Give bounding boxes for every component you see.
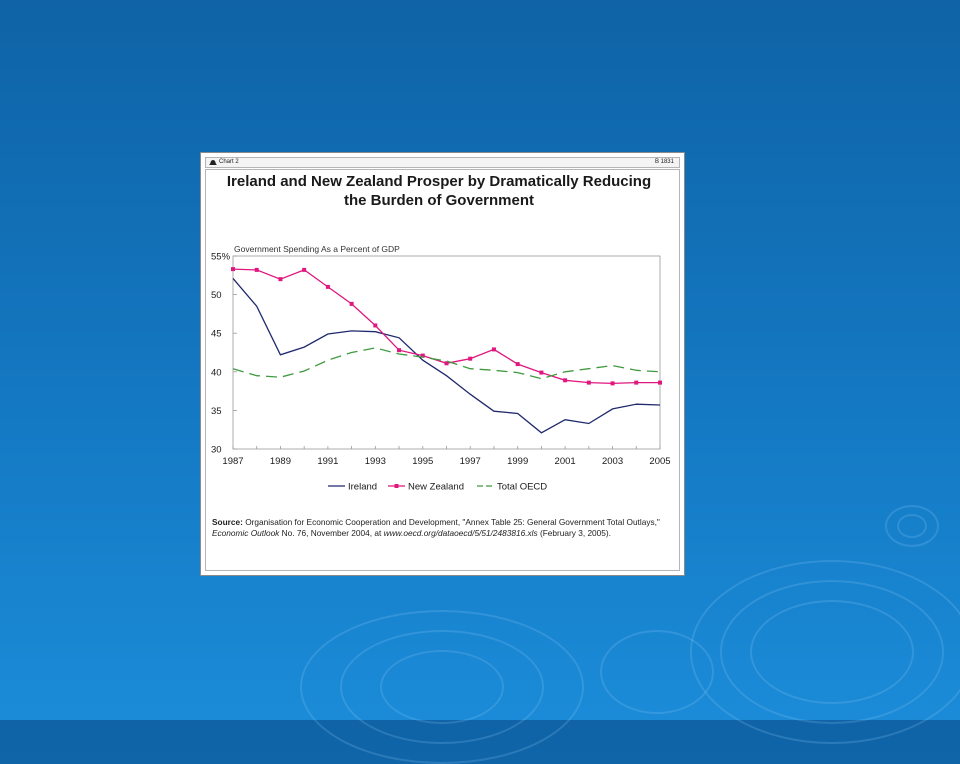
x-tick-label: 1995 [412, 456, 433, 467]
source-note: Source: Organisation for Economic Cooper… [212, 517, 674, 539]
legend-label: Total OECD [497, 482, 547, 493]
source-publication: Economic Outlook [212, 528, 280, 538]
y-tick-label: 55% [211, 252, 231, 263]
x-tick-label: 2001 [555, 456, 576, 467]
data-point [349, 301, 354, 306]
data-point [634, 380, 639, 385]
data-point [397, 348, 402, 353]
chart-tab-label: Chart 2 [219, 159, 239, 165]
x-tick-label: 1987 [222, 456, 243, 467]
source-text-3: (February 3, 2005). [539, 528, 611, 538]
series-line-new-zealand [232, 268, 660, 385]
data-point [539, 370, 544, 375]
y-tick-label: 35 [211, 406, 222, 417]
chart-title-bar: Chart 2 B 1831 [205, 157, 680, 168]
ripple-decoration [750, 600, 914, 704]
ripple-decoration [380, 650, 504, 724]
x-tick-label: 2005 [649, 456, 670, 467]
y-axis-label: Government Spending As a Percent of GDP [234, 244, 400, 254]
chart-title: Ireland and New Zealand Prosper by Drama… [219, 172, 659, 210]
x-tick-label: 2003 [602, 456, 623, 467]
line-chart: Government Spending As a Percent of GDP5… [211, 244, 671, 493]
source-label: Source: [212, 517, 243, 527]
y-tick-label: 30 [211, 445, 222, 456]
data-point [658, 380, 662, 385]
data-point [468, 356, 473, 361]
series-line-ireland [232, 277, 661, 434]
legend-label: New Zealand [408, 482, 464, 493]
bell-icon [209, 159, 217, 170]
data-point [254, 267, 259, 272]
data-point [373, 323, 378, 328]
data-point [444, 361, 449, 366]
x-tick-label: 1999 [507, 456, 528, 467]
x-tick-label: 1989 [270, 456, 291, 467]
source-url: www.oecd.org/dataoecd/5/51/2483816.xls [383, 528, 538, 538]
data-point [325, 284, 330, 289]
data-point [278, 277, 283, 282]
data-point [302, 267, 307, 272]
legend-marker [394, 484, 399, 488]
data-point [515, 362, 520, 367]
legend-label: Ireland [348, 482, 377, 493]
ripple-decoration [600, 630, 714, 714]
plot-area [232, 255, 661, 450]
chart-frame: Chart 2 B 1831 Ireland and New Zealand P… [200, 152, 685, 576]
y-tick-label: 45 [211, 329, 222, 340]
y-tick-label: 40 [211, 367, 222, 378]
data-point [586, 380, 591, 385]
data-point [231, 267, 235, 272]
x-tick-label: 1993 [365, 456, 386, 467]
x-tick-label: 1991 [317, 456, 338, 467]
y-tick-label: 50 [211, 290, 222, 301]
data-point [420, 353, 425, 358]
ripple-decoration [897, 514, 927, 538]
data-point [491, 347, 496, 352]
x-tick-label: 1997 [460, 456, 481, 467]
ripple-decoration [885, 505, 939, 547]
series-line-total-oecd [232, 347, 661, 380]
chart-id: B 1831 [654, 159, 674, 165]
data-point [610, 381, 615, 386]
source-text-2: No. 76, November 2004, at [281, 528, 382, 538]
chart-panel [205, 169, 680, 571]
chart-title-line-1: Ireland and New Zealand Prosper by Drama… [226, 173, 652, 190]
chart-title-line-2: the Burden of Government [343, 192, 534, 209]
data-point [563, 378, 568, 383]
source-text-1: Organisation for Economic Cooperation an… [245, 517, 660, 527]
